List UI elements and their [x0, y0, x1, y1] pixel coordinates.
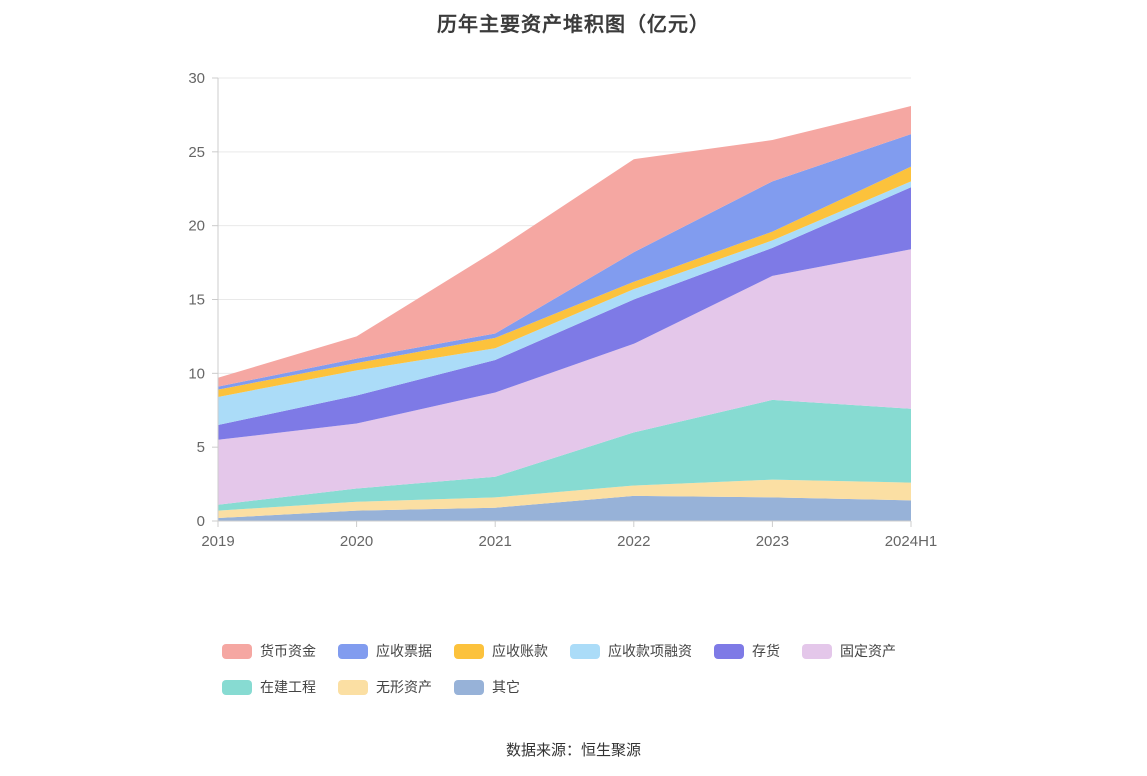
- legend-label: 应收账款: [492, 643, 548, 659]
- legend-item[interactable]: 应收款项融资: [570, 641, 692, 661]
- legend-swatch: [338, 679, 368, 695]
- legend-swatch: [454, 679, 484, 695]
- data-source-label: 数据来源：恒生聚源: [505, 742, 641, 759]
- legend-item[interactable]: 其它: [454, 677, 520, 697]
- area-band: [218, 479, 911, 519]
- y-tick-label: 10: [188, 365, 205, 382]
- y-tick-label: 20: [188, 218, 205, 235]
- legend-swatch: [222, 643, 252, 659]
- legend-label: 其它: [492, 679, 520, 695]
- area-band: [218, 181, 911, 426]
- area-series-group: [218, 106, 911, 521]
- x-tick-label: 2022: [617, 533, 650, 550]
- y-tick-label: 30: [188, 70, 205, 87]
- legend-label: 存货: [752, 643, 780, 659]
- legend-label: 固定资产: [840, 643, 896, 659]
- x-tick-label: 2021: [479, 533, 512, 550]
- x-tick-label: 2024H1: [885, 533, 938, 550]
- legend-swatch: [714, 643, 744, 659]
- y-tick-label: 15: [188, 292, 205, 309]
- legend-label: 应收款项融资: [608, 643, 692, 659]
- area-band: [218, 187, 911, 440]
- legend-item[interactable]: 在建工程: [222, 677, 316, 697]
- x-tick-label: 2023: [756, 533, 789, 550]
- area-band: [218, 106, 911, 387]
- axes: [212, 77, 912, 527]
- y-tick-label: 5: [197, 439, 205, 456]
- x-tick-label: 2020: [340, 533, 373, 550]
- chart-title: 历年主要资产堆积图（亿元）: [437, 14, 710, 36]
- legend-swatch: [802, 643, 832, 659]
- legend-label: 货币资金: [260, 643, 316, 659]
- legend-item[interactable]: 应收账款: [454, 641, 548, 661]
- legend-label: 无形资产: [376, 679, 432, 695]
- x-tick-label: 2019: [201, 533, 234, 550]
- legend-item[interactable]: 应收票据: [338, 641, 432, 661]
- legend-swatch: [338, 643, 368, 659]
- y-tick-label: 0: [197, 513, 205, 530]
- chart-legend: 货币资金 应收票据 应收账款 应收款项融资 存货 固定资产在建工程 无形资产 其它: [222, 641, 934, 697]
- legend-item[interactable]: 固定资产: [802, 641, 896, 661]
- legend-swatch: [454, 643, 484, 659]
- area-band: [218, 134, 911, 390]
- legend-swatch: [570, 643, 600, 659]
- legend-label: 在建工程: [260, 679, 316, 695]
- legend-item[interactable]: 存货: [714, 641, 780, 661]
- legend-swatch: [222, 679, 252, 695]
- legend-label: 应收票据: [376, 643, 432, 659]
- area-band: [218, 249, 911, 505]
- legend-item[interactable]: 货币资金: [222, 641, 316, 661]
- legend-item[interactable]: 无形资产: [338, 677, 432, 697]
- area-band: [218, 399, 911, 511]
- tick-labels: 0 5 10 15 20 25 30 2019 2020 2021 2022 2023 2024H1: [188, 70, 937, 550]
- stacked-area-chart: 0 5 10 15 20 25 30 2019 2020 2021 2022 2023 2024H1: [188, 70, 937, 550]
- area-band: [218, 495, 911, 521]
- y-tick-label: 25: [188, 144, 205, 161]
